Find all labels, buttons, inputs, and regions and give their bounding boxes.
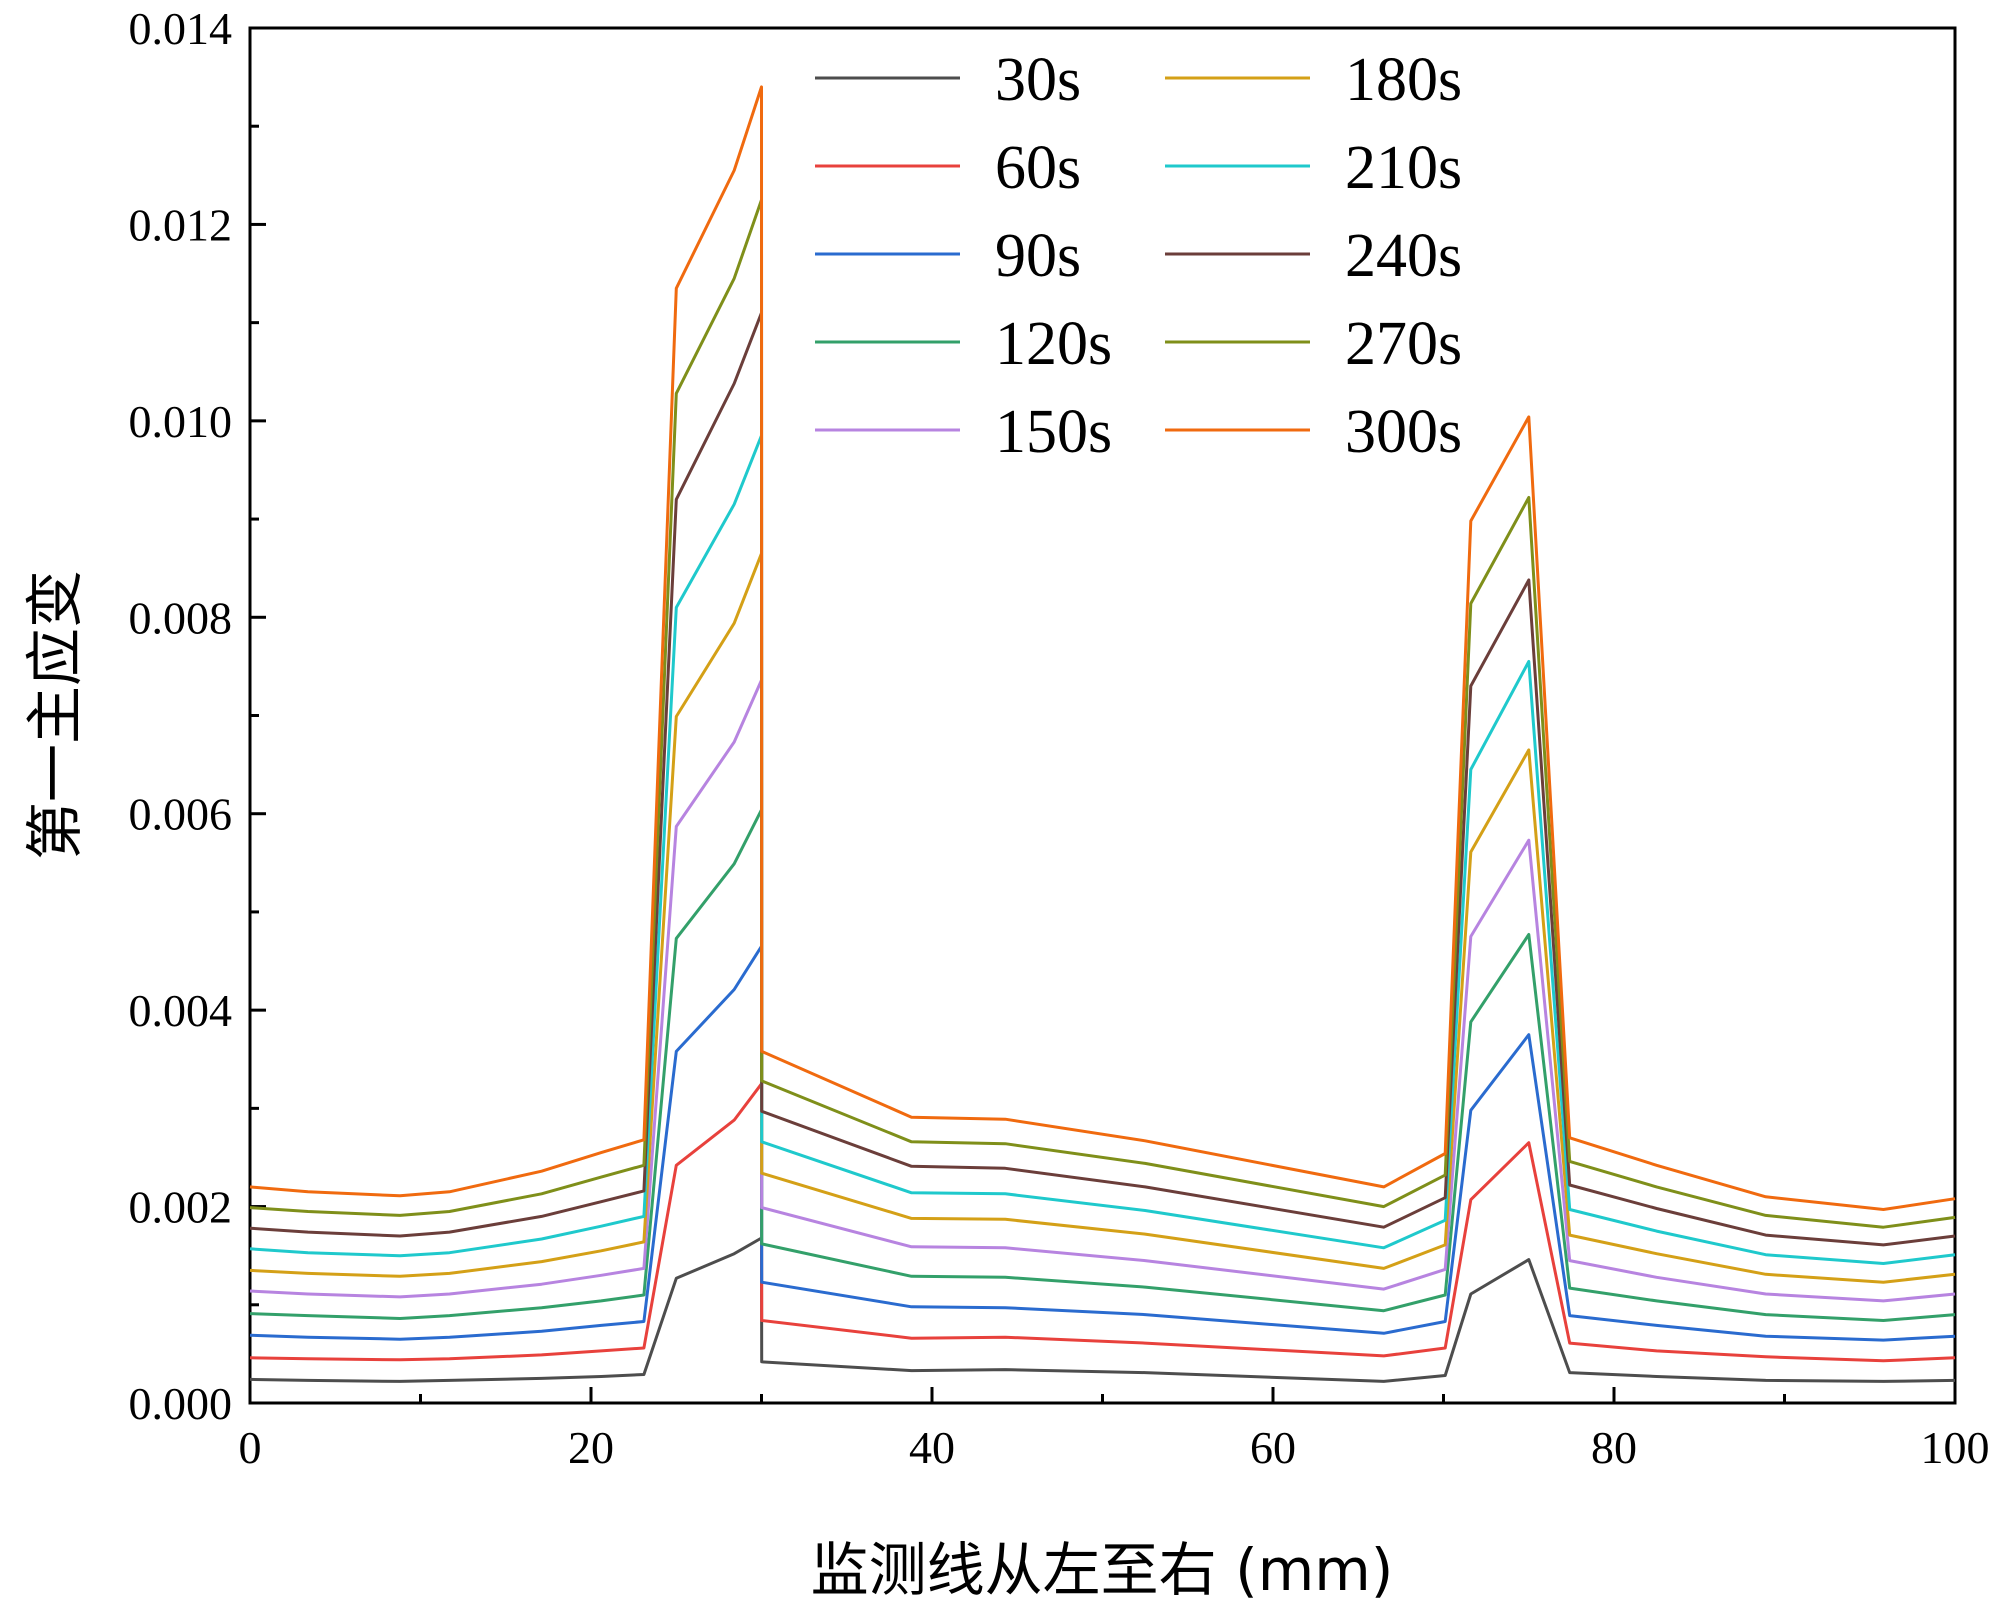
legend-label: 180s (1345, 46, 1462, 114)
legend-label: 60s (995, 134, 1081, 202)
y-tick-label: 0.012 (129, 199, 233, 250)
series-line-270s (249, 198, 1956, 1229)
series-lines (249, 85, 1956, 1383)
x-tick-label: 100 (1921, 1422, 1990, 1473)
series-line-210s (249, 434, 1956, 1265)
x-axis-title: 监测线从左至右 (mm) (811, 1536, 1394, 1604)
y-tick-label: 0.008 (129, 592, 233, 643)
legend-label: 30s (995, 46, 1081, 114)
y-tick-label: 0.010 (129, 396, 233, 447)
y-tick-label: 0.014 (129, 3, 233, 54)
y-tick-label: 0.002 (129, 1182, 233, 1233)
x-tick-label: 0 (239, 1422, 262, 1473)
legend-label: 120s (995, 310, 1112, 378)
series-line-120s (249, 808, 1956, 1322)
x-tick-labels: 0 20 40 60 80 100 (239, 1422, 1990, 1473)
legend-label: 240s (1345, 222, 1462, 290)
x-tick-label: 60 (1250, 1422, 1296, 1473)
series-line-300s (249, 85, 1956, 1211)
y-tick-label: 0.004 (129, 985, 233, 1036)
y-tick-labels: 0.000 0.002 0.004 0.006 0.008 0.010 0.012 0.014 (129, 3, 233, 1429)
x-tick-label: 20 (568, 1422, 614, 1473)
legend-label: 270s (1345, 310, 1462, 378)
y-axis-title: 第一主应变 (21, 570, 89, 860)
series-line-150s (249, 678, 1956, 1303)
series-line-60s (249, 1082, 1956, 1363)
legend-label: 210s (1345, 134, 1462, 202)
series-line-90s (249, 944, 1956, 1342)
series-line-240s (249, 311, 1956, 1247)
series-line-30s (249, 1236, 1956, 1383)
legend: 30s 60s 90s 120s 150s 180s 210s 240s 270s 300s (815, 46, 1462, 466)
y-tick-label: 0.000 (129, 1378, 233, 1429)
legend-label: 90s (995, 222, 1081, 290)
series-line-180s (249, 551, 1956, 1284)
y-tick-label: 0.006 (129, 789, 233, 840)
legend-label: 300s (1345, 398, 1462, 466)
x-tick-label: 80 (1591, 1422, 1637, 1473)
x-tick-label: 40 (909, 1422, 955, 1473)
legend-label: 150s (995, 398, 1112, 466)
